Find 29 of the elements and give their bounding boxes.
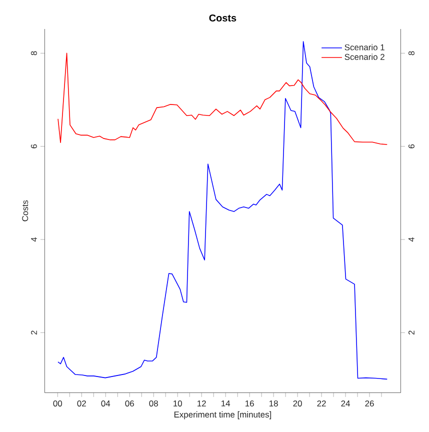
y-tick-label: 4 <box>31 237 37 242</box>
y-tick-label: 6 <box>30 144 37 148</box>
y-axis-title: Costs <box>22 200 28 222</box>
y2-tick-label: 6 <box>408 144 414 148</box>
legend-label: Scenario 1 <box>344 44 384 50</box>
y-tick-label: 2 <box>31 330 37 335</box>
y-tick-label: 8 <box>30 51 37 56</box>
x-tick-label: 24 <box>341 400 350 406</box>
chart-title: Costs <box>209 14 236 22</box>
line-series <box>58 41 388 380</box>
y2-tick-label: 4 <box>408 237 414 242</box>
x-tick-label: 22 <box>317 400 326 406</box>
x-tick-label: 14 <box>222 400 230 406</box>
y2-tick-label: 8 <box>408 51 414 56</box>
x-tick-label: 08 <box>149 400 158 406</box>
x-tick-label: 18 <box>269 400 278 406</box>
y2-tick-label: 2 <box>408 330 414 335</box>
line-series <box>58 52 388 145</box>
x-tick-label: 10 <box>174 400 182 406</box>
x-tick-label: 20 <box>293 400 302 406</box>
x-tick-label: 00 <box>53 400 62 406</box>
x-tick-label: 16 <box>246 400 254 406</box>
legend-label: Scenario 2 <box>344 54 384 60</box>
x-axis-title: Experiment time [minutes] <box>174 411 272 420</box>
x-tick-label: 04 <box>101 400 110 406</box>
x-tick-label: 02 <box>77 400 86 406</box>
x-tick-label: 06 <box>125 400 134 406</box>
x-tick-label: 26 <box>365 400 374 406</box>
x-tick-label: 12 <box>198 400 206 406</box>
